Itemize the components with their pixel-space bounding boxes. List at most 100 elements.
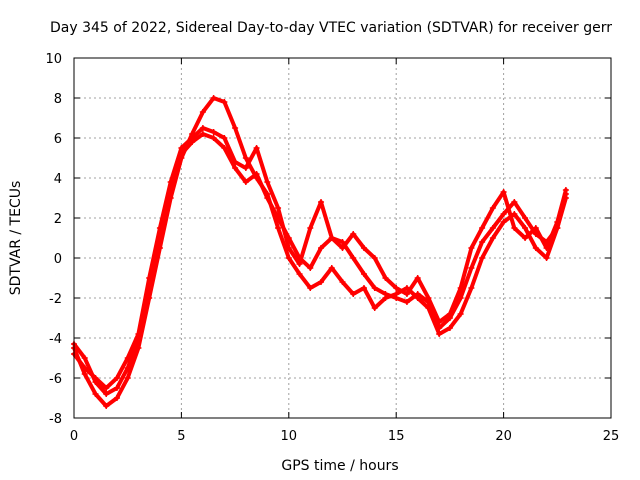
- data-point: [543, 255, 550, 261]
- data-point: [532, 245, 539, 251]
- data-point: [339, 279, 346, 285]
- data-point: [113, 395, 120, 401]
- data-point: [500, 219, 507, 225]
- data-point: [554, 219, 561, 225]
- data-point: [199, 131, 206, 137]
- data-point: [307, 225, 314, 231]
- data-point: [339, 245, 346, 251]
- data-point: [489, 205, 496, 211]
- data-point: [350, 255, 357, 261]
- data-point: [468, 265, 475, 271]
- data-point: [446, 311, 453, 317]
- data-point: [489, 235, 496, 241]
- chart-title: Day 345 of 2022, Sidereal Day-to-day VTE…: [50, 20, 612, 36]
- data-point: [135, 331, 142, 337]
- y-tick-label: -4: [49, 332, 62, 347]
- data-point: [296, 261, 303, 267]
- series-line-track-2: [72, 132, 568, 396]
- data-point: [543, 245, 550, 251]
- data-point: [275, 225, 282, 231]
- data-point: [113, 375, 120, 381]
- data-point: [318, 199, 325, 205]
- y-tick-label: 8: [54, 92, 62, 107]
- data-point: [479, 239, 486, 245]
- data-point: [328, 265, 335, 271]
- y-tick-label: -2: [49, 292, 62, 307]
- y-tick-label: -8: [49, 412, 62, 427]
- data-point: [92, 375, 99, 381]
- data-point: [210, 95, 217, 101]
- x-tick-label: 0: [70, 429, 78, 444]
- data-point: [371, 305, 378, 311]
- data-point: [468, 285, 475, 291]
- data-point: [307, 265, 314, 271]
- data-point: [146, 275, 153, 281]
- y-tick-label: 10: [45, 52, 62, 67]
- y-tick-label: -6: [49, 372, 62, 387]
- data-point: [242, 165, 249, 171]
- data-point: [562, 187, 569, 193]
- data-point: [253, 145, 260, 151]
- data-point: [446, 325, 453, 331]
- data-point: [393, 285, 400, 291]
- x-tick-label: 15: [388, 429, 405, 444]
- data-point: [199, 125, 206, 131]
- data-point: [81, 371, 88, 377]
- x-tick-label: 10: [281, 429, 298, 444]
- data-point: [221, 135, 228, 141]
- y-tick-label: 6: [54, 132, 62, 147]
- data-point: [500, 211, 507, 217]
- data-point: [232, 159, 239, 165]
- data-point: [382, 291, 389, 297]
- grid-lines: [74, 58, 611, 418]
- data-point: [103, 385, 110, 391]
- x-axis-label: GPS time / hours: [281, 458, 398, 474]
- axis-ticks: 0 5 10 15 20 25 -8 -6 -4 -2 0 2 4 6 8 10: [45, 52, 619, 444]
- y-tick-label: 2: [54, 212, 62, 227]
- data-point: [371, 255, 378, 261]
- data-point: [479, 225, 486, 231]
- data-point: [124, 365, 131, 371]
- data-point: [511, 199, 518, 205]
- data-point: [522, 235, 529, 241]
- y-tick-label: 4: [54, 172, 62, 187]
- data-point: [178, 145, 185, 151]
- data-point: [103, 391, 110, 397]
- data-point: [360, 285, 367, 291]
- data-point: [81, 355, 88, 361]
- x-tick-label: 20: [495, 429, 512, 444]
- data-point: [468, 245, 475, 251]
- data-point: [242, 155, 249, 161]
- data-point: [210, 129, 217, 135]
- data-point: [221, 99, 228, 105]
- data-point: [232, 165, 239, 171]
- data-point: [328, 235, 335, 241]
- data-point: [307, 285, 314, 291]
- data-point: [113, 385, 120, 391]
- data-point: [414, 291, 421, 297]
- x-tick-label: 5: [177, 429, 185, 444]
- data-point: [285, 245, 292, 251]
- data-point: [382, 275, 389, 281]
- data-point: [522, 215, 529, 221]
- data-point: [511, 211, 518, 217]
- data-point: [210, 135, 217, 141]
- data-point: [436, 319, 443, 325]
- data-point: [457, 285, 464, 291]
- data-point: [500, 189, 507, 195]
- data-point: [232, 125, 239, 131]
- x-tick-label: 25: [603, 429, 620, 444]
- data-point: [511, 225, 518, 231]
- data-point: [103, 403, 110, 409]
- data-point: [124, 375, 131, 381]
- data-point: [92, 391, 99, 397]
- data-point: [156, 225, 163, 231]
- data-point: [264, 195, 271, 201]
- data-point: [199, 109, 206, 115]
- data-point: [371, 285, 378, 291]
- data-point: [360, 245, 367, 251]
- data-point: [489, 225, 496, 231]
- data-point: [253, 171, 260, 177]
- data-point: [285, 255, 292, 261]
